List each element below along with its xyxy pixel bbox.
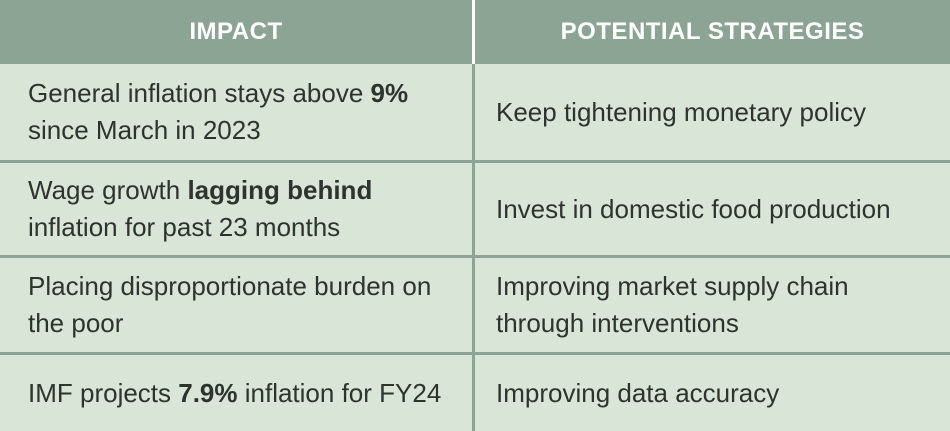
strategy-cell: Keep tightening monetary policy: [475, 64, 950, 160]
impact-cell: General inflation stays above 9% since M…: [0, 64, 475, 160]
impact-cell: IMF projects 7.9% inflation for FY24: [0, 352, 475, 431]
impact-cell: Placing disproportionate burden on the p…: [0, 255, 475, 352]
impact-cell: Wage growth lagging behind inflation for…: [0, 160, 475, 255]
impact-cell-text: Placing disproportionate burden on the p…: [28, 271, 432, 338]
strategy-cell: Improving market supply chain through in…: [475, 255, 950, 352]
strategy-cell-text: Keep tightening monetary policy: [496, 96, 867, 127]
column-header-potential-strategies: POTENTIAL STRATEGIES: [475, 0, 950, 64]
impact-cell-text: Wage growth lagging behind inflation for…: [28, 175, 373, 242]
impact-cell-text: General inflation stays above 9% since M…: [28, 78, 409, 145]
strategy-cell-text: Improving data accuracy: [496, 377, 780, 408]
strategy-cell-text: Improving market supply chain through in…: [496, 271, 849, 338]
column-header-impact: IMPACT: [0, 0, 475, 64]
strategy-cell: Invest in domestic food production: [475, 160, 950, 255]
strategy-cell: Improving data accuracy: [475, 352, 950, 431]
impact-cell-text: IMF projects 7.9% inflation for FY24: [28, 377, 442, 408]
strategy-cell-text: Invest in domestic food production: [496, 193, 891, 224]
